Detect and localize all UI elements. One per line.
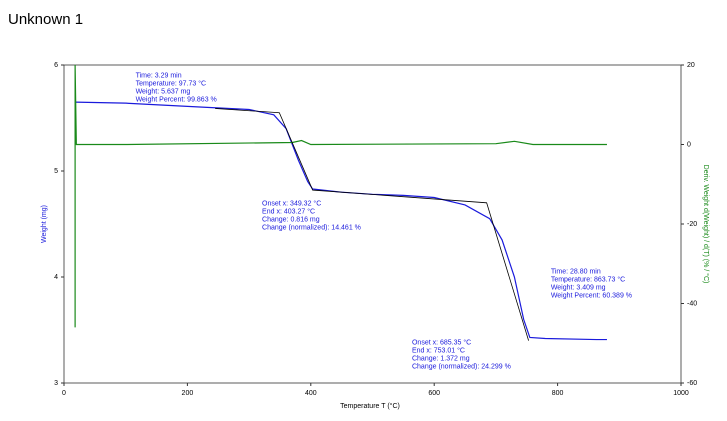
series-line (75, 101, 607, 341)
annotation-text: Change: 0.816 mg (262, 217, 320, 224)
x-tick-label: 600 (428, 390, 440, 397)
annotation-text: Weight: 3.409 mg (551, 285, 606, 292)
annotation-text: Onset x: 349.32 °C (262, 200, 321, 208)
annotation-text: End x: 753.01 °C (412, 347, 465, 355)
y2-tick-label: 0 (687, 141, 691, 148)
annotation-text: Weight: 5.637 mg (136, 88, 191, 95)
annotation-text: Time: 3.29 min (136, 72, 182, 79)
y-tick-label: 3 (54, 380, 58, 387)
x-axis-label: Temperature T (°C) (340, 402, 400, 410)
y-tick-label: 4 (54, 274, 58, 281)
y2-tick-label: -40 (687, 300, 697, 307)
y-tick-label: 6 (54, 62, 58, 69)
annotation-text: Temperature: 97.73 °C (136, 79, 207, 87)
annotation-text: Weight Percent: 99.863 % (136, 96, 217, 103)
annotation-text: Weight Percent: 60.389 % (551, 293, 632, 300)
annotation-text: End x: 403.27 °C (262, 208, 315, 216)
annotation-text: Change: 1.372 mg (412, 356, 470, 363)
annotation-text: Time: 28.80 min (551, 269, 601, 276)
x-tick-label: 200 (182, 390, 194, 397)
y-tick-label: 5 (54, 168, 58, 175)
annotation-text: Change (normalized): 14.461 % (262, 225, 361, 232)
y2-tick-label: -20 (687, 221, 697, 228)
y2-tick-label: 20 (687, 62, 695, 69)
y2-axis-label: Deriv. Weight d(Weight) / d(T) (% / °C) (702, 165, 710, 284)
x-tick-label: 400 (305, 390, 317, 397)
series-line (74, 64, 607, 328)
annotation-text: Onset x: 685.35 °C (412, 339, 471, 347)
x-tick-label: 0 (62, 390, 66, 397)
annotation-text: Change (normalized): 24.299 % (412, 364, 511, 371)
series-line (215, 108, 529, 341)
y-axis-label: Weight (mg) (41, 205, 48, 243)
x-tick-label: 1000 (673, 390, 689, 397)
y2-tick-label: -60 (687, 380, 697, 387)
annotation-text: Temperature: 863.73 °C (551, 276, 625, 284)
x-tick-label: 800 (552, 390, 564, 397)
plot-frame (63, 64, 682, 384)
chart-title: Unknown 1 (8, 11, 83, 28)
